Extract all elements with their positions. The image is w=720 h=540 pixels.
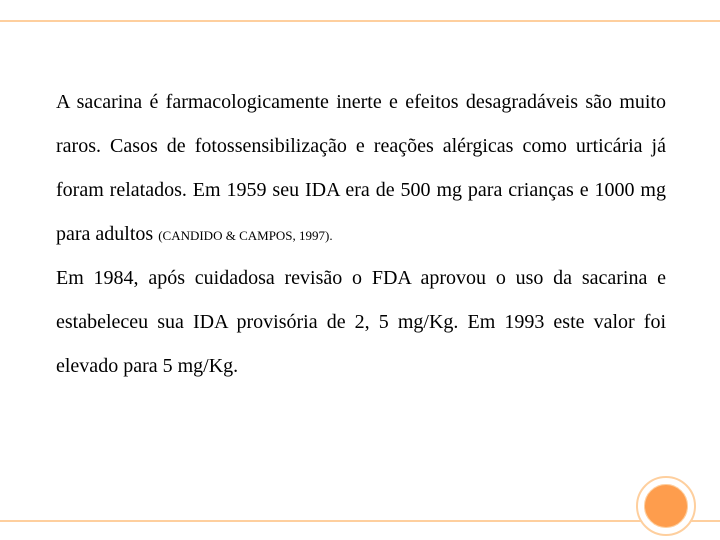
paragraph-1-text: A sacarina é farmacologicamente inerte e… — [56, 91, 666, 245]
accent-rule-top — [0, 20, 720, 22]
paragraph-2: Em 1984, após cuidadosa revisão o FDA ap… — [56, 256, 666, 388]
accent-rule-bottom — [0, 520, 720, 522]
paragraph-1: A sacarina é farmacologicamente inerte e… — [56, 80, 666, 256]
decorative-circle-icon — [638, 478, 694, 534]
slide-body: A sacarina é farmacologicamente inerte e… — [56, 80, 666, 388]
paragraph-1-citation: (CANDIDO & CAMPOS, 1997). — [158, 228, 332, 243]
